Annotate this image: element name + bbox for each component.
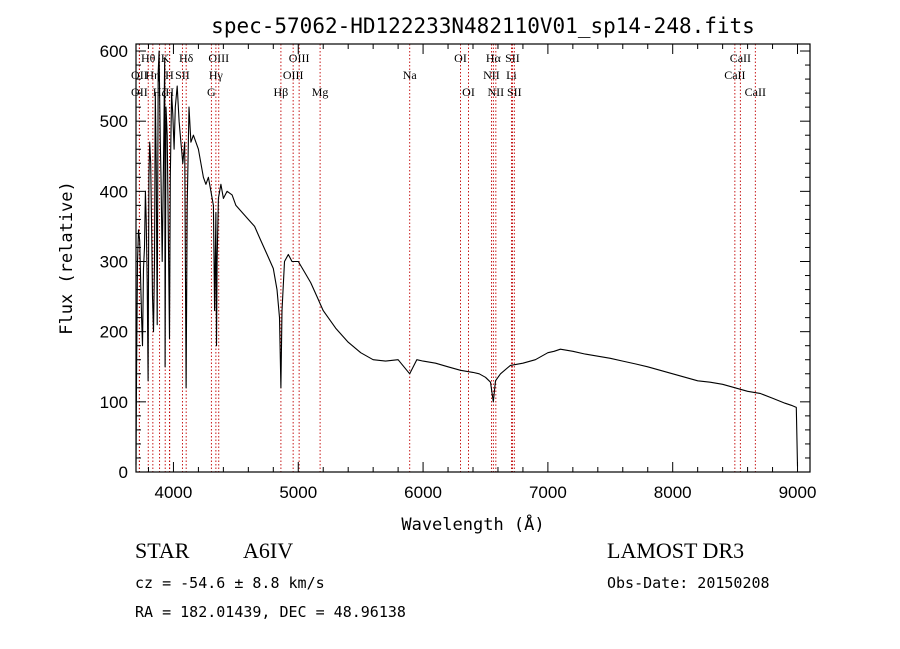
line-label: H bbox=[165, 68, 174, 82]
survey-label: LAMOST DR3 bbox=[607, 538, 745, 563]
x-axis-label: Wavelength (Å) bbox=[401, 513, 544, 535]
line-label: OIII bbox=[289, 51, 310, 65]
line-label: OIII bbox=[283, 68, 304, 82]
line-label: OI bbox=[454, 51, 467, 65]
y-tick-label: 600 bbox=[100, 42, 128, 61]
line-label: G bbox=[207, 85, 216, 99]
line-label: OIII bbox=[208, 51, 229, 65]
line-label: SII bbox=[175, 68, 190, 82]
y-tick-label: 300 bbox=[100, 253, 128, 272]
line-label: Hβ bbox=[274, 85, 289, 99]
y-tick-label: 500 bbox=[100, 112, 128, 131]
line-label: SII bbox=[505, 51, 520, 65]
line-label: Hη bbox=[145, 68, 160, 82]
line-label: CaII bbox=[724, 68, 745, 82]
redshift-cz: cz = -54.6 ± 8.8 km/s bbox=[135, 574, 325, 592]
line-label: OI bbox=[462, 85, 475, 99]
x-tick-label: 8000 bbox=[654, 483, 692, 502]
observation-date: Obs-Date: 20150208 bbox=[607, 574, 770, 592]
y-axis-label: Flux (relative) bbox=[57, 181, 77, 335]
line-label: H bbox=[165, 85, 174, 99]
line-label: NII bbox=[483, 68, 500, 82]
line-label: Hθ bbox=[141, 51, 156, 65]
x-tick-label: 7000 bbox=[529, 483, 567, 502]
line-label: NII bbox=[488, 85, 505, 99]
y-tick-label: 0 bbox=[119, 463, 128, 482]
object-class: STAR bbox=[135, 538, 190, 563]
x-tick-label: 9000 bbox=[779, 483, 817, 502]
line-label: Mg bbox=[312, 85, 329, 99]
coordinates: RA = 182.01439, DEC = 48.96138 bbox=[135, 603, 406, 621]
line-label: SII bbox=[507, 85, 522, 99]
y-tick-label: 400 bbox=[100, 182, 128, 201]
x-tick-label: 6000 bbox=[404, 483, 442, 502]
line-label: CaII bbox=[745, 85, 766, 99]
line-label: Na bbox=[403, 68, 418, 82]
line-label: Hγ bbox=[209, 68, 224, 82]
y-tick-label: 200 bbox=[100, 323, 128, 342]
line-label: Hα bbox=[486, 51, 502, 65]
line-label: OII bbox=[131, 85, 148, 99]
line-label: Li bbox=[506, 68, 517, 82]
plot-frame bbox=[135, 43, 811, 473]
y-tick-label: 100 bbox=[100, 393, 128, 412]
line-label: K bbox=[161, 51, 170, 65]
line-label: CaII bbox=[730, 51, 751, 65]
x-tick-label: 5000 bbox=[279, 483, 317, 502]
x-tick-label: 4000 bbox=[155, 483, 193, 502]
line-label: Hδ bbox=[179, 51, 194, 65]
spectrum-line bbox=[135, 50, 799, 467]
chart-title: spec-57062-HD122233N482110V01_sp14-248.f… bbox=[211, 14, 755, 38]
line-label: OII bbox=[131, 68, 148, 82]
object-subclass: A6IV bbox=[243, 538, 294, 563]
